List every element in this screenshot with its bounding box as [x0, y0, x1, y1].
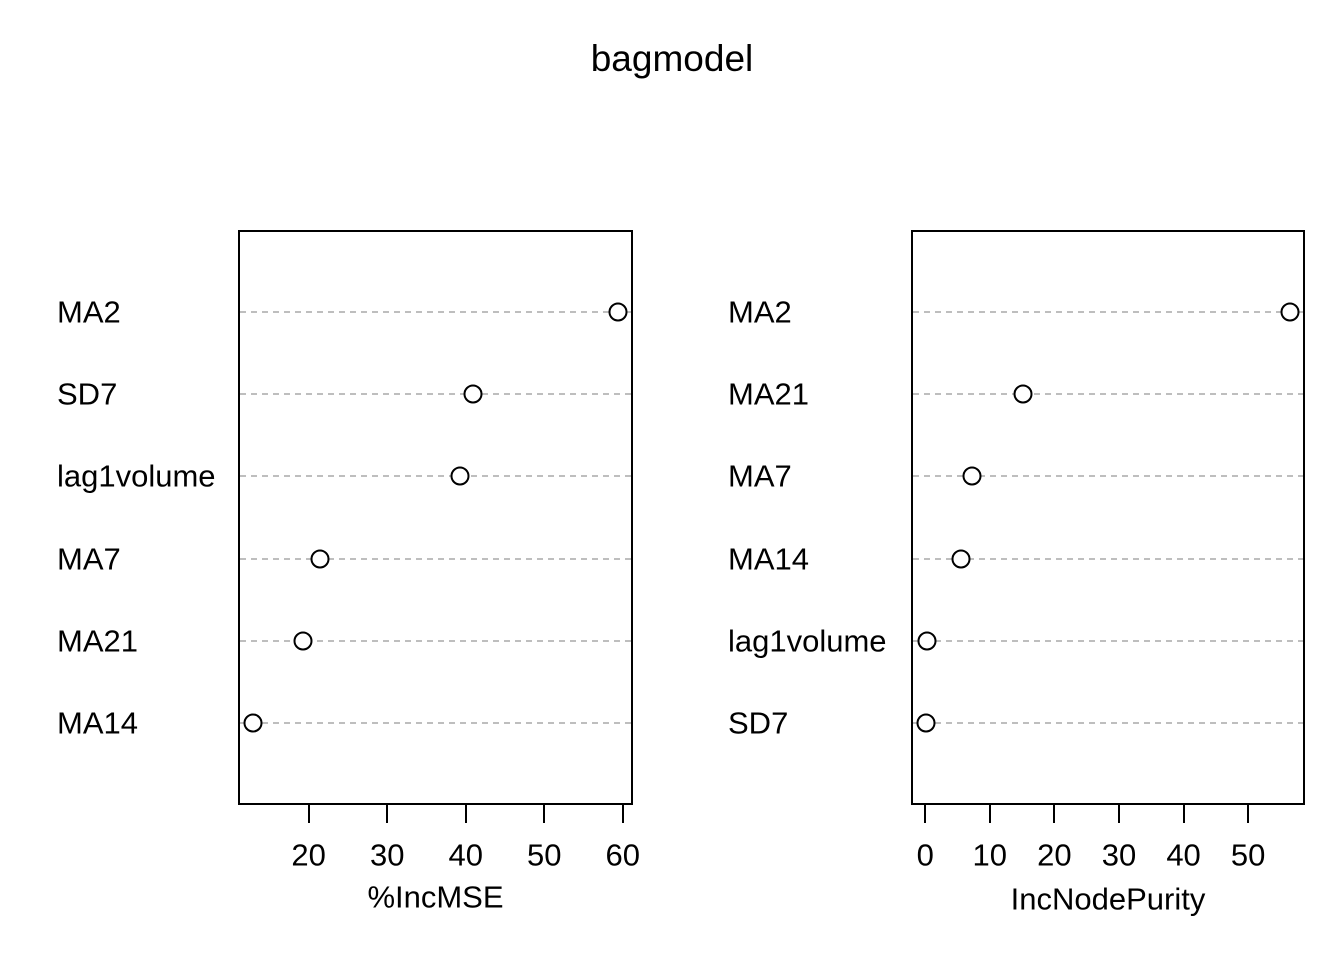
- x-axis-tick-label: 10: [972, 837, 1008, 873]
- gridline: [913, 557, 1303, 560]
- gridline: [240, 393, 631, 396]
- gridline: [913, 311, 1303, 313]
- y-axis-label: MA7: [57, 541, 121, 577]
- data-point: [962, 466, 982, 486]
- x-axis-tick-label: 30: [369, 837, 405, 873]
- x-axis-tick-label: 20: [291, 837, 326, 873]
- data-point: [916, 713, 936, 733]
- x-axis-tick: [386, 805, 389, 823]
- y-axis-label: SD7: [728, 705, 789, 741]
- gridline: [240, 311, 631, 313]
- data-point: [1280, 302, 1300, 322]
- x-axis-title: IncNodePurity: [1010, 881, 1206, 917]
- gridline: [240, 639, 631, 642]
- data-point: [293, 631, 313, 651]
- x-axis-tick: [988, 805, 991, 823]
- x-axis-tick: [1053, 805, 1056, 823]
- data-point: [310, 549, 330, 569]
- x-axis-tick: [543, 805, 546, 823]
- plot-box: [911, 230, 1305, 805]
- y-axis-label: MA2: [57, 294, 121, 330]
- x-axis-title: %IncMSE: [367, 879, 504, 915]
- y-axis-label: lag1volume: [728, 623, 887, 659]
- figure-title: bagmodel: [590, 38, 754, 79]
- gridline: [913, 722, 1303, 724]
- y-axis-label: MA14: [728, 541, 809, 577]
- x-axis-tick-label: 40: [448, 837, 483, 873]
- x-axis-tick-label: 50: [1230, 837, 1266, 873]
- gridline: [240, 557, 631, 560]
- x-axis-tick: [1117, 805, 1120, 823]
- x-axis-tick: [1247, 805, 1250, 823]
- gridline: [913, 639, 1303, 642]
- y-axis-label: MA14: [57, 705, 138, 741]
- x-axis-tick-label: 20: [1037, 837, 1072, 873]
- y-axis-label: SD7: [57, 376, 118, 412]
- data-point: [450, 466, 470, 486]
- gridline: [913, 393, 1303, 396]
- data-point: [951, 549, 971, 569]
- y-axis-label: lag1volume: [57, 458, 216, 494]
- plot-box: [238, 230, 633, 805]
- x-axis-tick: [1182, 805, 1185, 823]
- gridline: [240, 722, 631, 724]
- gridline: [240, 475, 631, 478]
- data-point: [463, 384, 483, 404]
- y-axis-label: MA2: [728, 294, 792, 330]
- x-axis-tick-label: 30: [1101, 837, 1137, 873]
- data-point: [243, 713, 263, 733]
- y-axis-label: MA21: [728, 376, 809, 412]
- data-point: [1013, 384, 1033, 404]
- data-point: [608, 302, 628, 322]
- data-point: [917, 631, 936, 651]
- x-axis-tick: [307, 805, 310, 823]
- x-axis-tick: [464, 805, 467, 823]
- x-axis-tick: [924, 805, 927, 823]
- x-axis-tick-label: 0: [916, 837, 934, 873]
- y-axis-label: MA7: [728, 458, 792, 494]
- x-axis-tick-label: 60: [605, 837, 641, 873]
- x-axis-tick-label: 50: [527, 837, 562, 873]
- x-axis-tick-label: 40: [1166, 837, 1201, 873]
- y-axis-label: MA21: [57, 623, 138, 659]
- x-axis-tick: [621, 805, 624, 823]
- gridline: [913, 475, 1303, 478]
